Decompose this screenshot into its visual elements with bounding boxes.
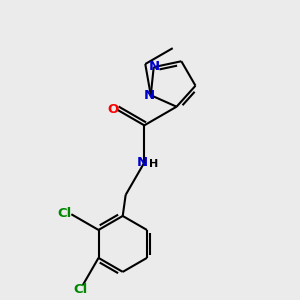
Text: O: O [107, 103, 118, 116]
Text: N: N [149, 60, 160, 73]
Text: Cl: Cl [57, 207, 72, 220]
Text: N: N [144, 89, 155, 102]
Text: H: H [149, 159, 159, 169]
Text: N: N [137, 156, 148, 169]
Text: Cl: Cl [74, 283, 88, 296]
